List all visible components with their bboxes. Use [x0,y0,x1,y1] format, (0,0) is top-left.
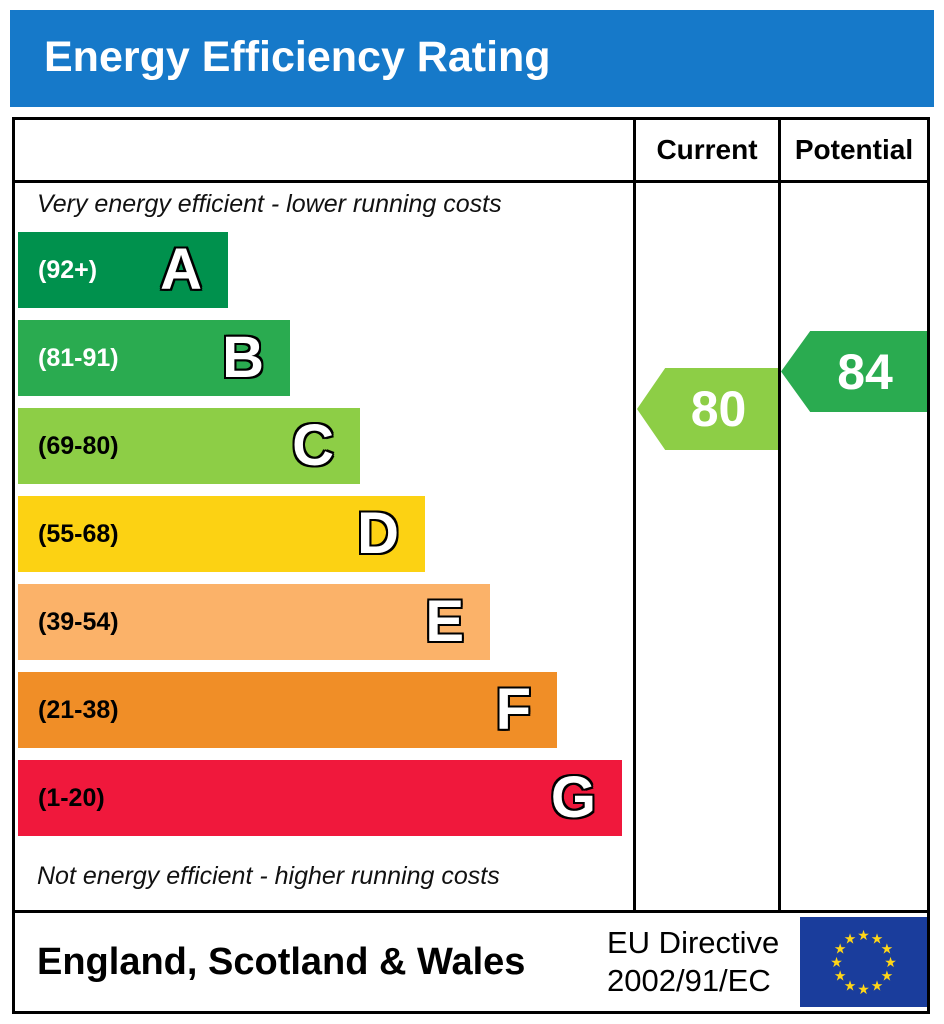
potential-column-header: Potential [794,134,914,165]
bottom-note: Not energy efficient - higher running co… [37,862,500,890]
svg-text:★: ★ [834,969,847,985]
page-title: Energy Efficiency Rating [44,33,551,81]
band-letter-a: A [160,237,202,302]
band-range-c: (69-80) [38,431,119,460]
svg-text:★: ★ [884,955,897,971]
eu-directive-line2: 2002/91/EC [607,963,771,998]
current-column-header: Current [656,134,758,165]
divider-potential-column [778,120,781,913]
top-note: Very energy efficient - lower running co… [37,190,502,218]
epc-table: Current Potential Very energy efficient … [12,117,930,1014]
header-row-separator [15,180,927,183]
svg-text:★: ★ [844,978,857,994]
svg-text:★: ★ [830,955,843,971]
band-letter-g: G [550,765,596,830]
band-row-a: (92+) A [18,232,228,308]
current-rating-arrow: 80 [637,368,778,450]
svg-text:★: ★ [834,942,847,958]
eu-directive-line1: EU Directive [607,925,780,961]
band-letter-d: D [357,501,399,566]
band-row-e: (39-54) E [18,584,490,660]
svg-text:★: ★ [857,928,870,944]
band-letter-b: B [222,325,264,390]
footer-row-separator [15,910,927,913]
band-range-b: (81-91) [38,343,119,372]
svg-text:★: ★ [844,932,857,948]
band-letter-c: C [292,413,334,478]
band-row-f: (21-38) F [18,672,557,748]
band-row-g: (1-20) G [18,760,622,836]
svg-text:★: ★ [857,982,870,998]
band-range-f: (21-38) [38,695,119,724]
band-row-b: (81-91) B [18,320,290,396]
band-row-d: (55-68) D [18,496,425,572]
band-letter-e: E [425,589,464,654]
footer-region-label: England, Scotland & Wales [37,940,526,983]
divider-current-column [633,120,636,913]
band-range-g: (1-20) [38,783,105,812]
band-range-a: (92+) [38,255,98,284]
potential-rating-value: 84 [837,343,893,400]
band-range-e: (39-54) [38,607,119,636]
svg-text:★: ★ [881,969,894,985]
title-bar: Energy Efficiency Rating [10,10,934,107]
band-range-d: (55-68) [38,519,119,548]
band-row-c: (69-80) C [18,408,360,484]
svg-text:★: ★ [881,942,894,958]
potential-rating-arrow: 84 [781,331,927,412]
svg-text:★: ★ [871,932,884,948]
eu-directive-label: EU Directive 2002/91/EC [607,913,797,1011]
svg-text:★: ★ [871,978,884,994]
current-rating-value: 80 [690,381,747,437]
band-letter-f: F [495,677,531,742]
eu-flag-icon: ★ ★ ★ ★ ★ ★ ★ ★ ★ ★ ★ ★ [800,917,927,1007]
